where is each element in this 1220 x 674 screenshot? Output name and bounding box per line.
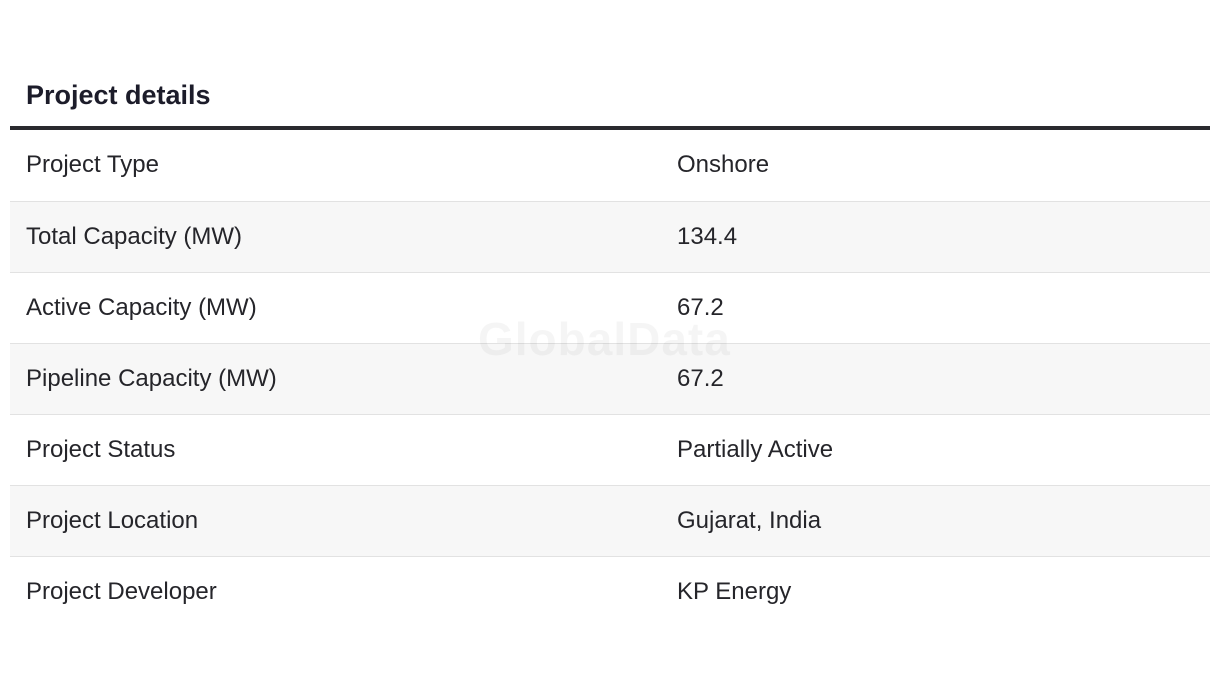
row-value: 67.2 [661, 343, 1210, 415]
row-value: 134.4 [661, 201, 1210, 273]
table-row: Project Location Gujarat, India [10, 485, 1210, 557]
row-label: Project Type [10, 130, 661, 202]
table-row: Total Capacity (MW) 134.4 [10, 201, 1210, 273]
row-label: Project Developer [26, 577, 217, 605]
table-row: Active Capacity (MW) 67.2 [10, 272, 1210, 344]
row-label: Project Location [10, 485, 661, 557]
row-value: Onshore [661, 130, 1210, 202]
table-row: Pipeline Capacity (MW) 67.2 [10, 343, 1210, 415]
row-value: KP Energy [677, 577, 792, 605]
row-value: 67.2 [661, 272, 1210, 344]
table-row: Project Type Onshore [10, 130, 1210, 202]
row-label: Project Status [10, 414, 661, 486]
section-title: Project details [26, 80, 211, 110]
row-value: Gujarat, India [661, 485, 1210, 557]
title-divider [10, 126, 1210, 130]
row-value: Partially Active [661, 414, 1210, 486]
project-details-panel: Project details Project Type Onshore Tot… [10, 0, 1210, 627]
row-label: Pipeline Capacity (MW) [10, 343, 661, 415]
table-row: Project Developer KP Energy [10, 556, 1210, 627]
row-label: Total Capacity (MW) [10, 201, 661, 273]
row-label: Active Capacity (MW) [10, 272, 661, 344]
project-details-table: Project Type Onshore Total Capacity (MW)… [10, 130, 1210, 627]
table-row: Project Status Partially Active [10, 414, 1210, 486]
